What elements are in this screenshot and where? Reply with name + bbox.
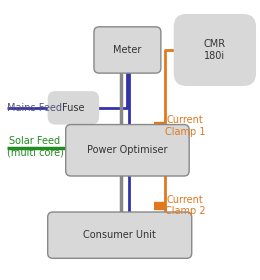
FancyBboxPatch shape [174, 14, 256, 86]
Text: CMR
180i: CMR 180i [204, 39, 226, 61]
FancyBboxPatch shape [48, 212, 192, 258]
Text: Solar Feed
(multi core): Solar Feed (multi core) [6, 136, 63, 157]
FancyBboxPatch shape [48, 91, 99, 125]
Text: Mains Feed: Mains Feed [6, 103, 62, 113]
Text: Current
Clamp 1: Current Clamp 1 [165, 115, 205, 137]
Text: Fuse: Fuse [62, 103, 85, 113]
FancyBboxPatch shape [66, 125, 189, 176]
FancyBboxPatch shape [94, 27, 161, 73]
Text: Consumer Unit: Consumer Unit [83, 230, 156, 240]
Text: Power Optimiser: Power Optimiser [87, 145, 168, 155]
Text: Meter: Meter [113, 45, 142, 55]
Text: Current
Clamp 2: Current Clamp 2 [165, 195, 205, 216]
